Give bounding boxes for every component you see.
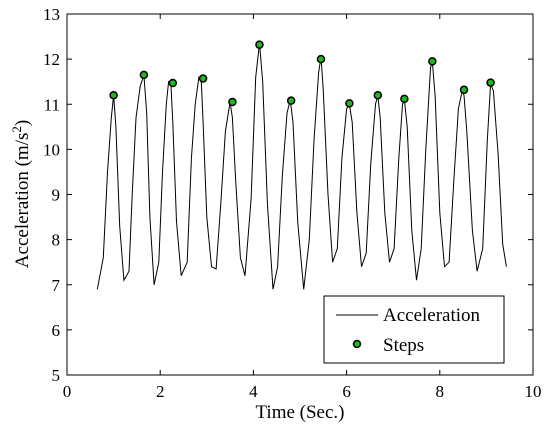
x-tick-label: 0: [63, 382, 72, 401]
step-marker: [345, 99, 354, 108]
y-axis-title-main: Acceleration (m/s: [12, 133, 33, 269]
y-tick-label: 13: [43, 5, 60, 24]
series-line-acceleration: [96, 43, 507, 290]
step-marker: [428, 57, 437, 66]
y-tick-label: 5: [52, 366, 61, 385]
legend: Acceleration Steps: [323, 295, 505, 364]
step-marker: [400, 94, 409, 104]
y-tick-label: 12: [43, 50, 60, 69]
step-marker: [198, 74, 208, 83]
legend-label-acceleration: Acceleration: [383, 305, 481, 326]
step-marker: [255, 40, 264, 49]
x-tick-label: 8: [436, 382, 445, 401]
y-tick-label: 10: [43, 140, 60, 159]
step-marker: [139, 70, 149, 80]
step-marker: [373, 90, 383, 100]
step-marker: [486, 78, 495, 87]
y-tick-label: 11: [44, 95, 60, 114]
y-tick-label: 9: [52, 186, 61, 205]
y-axis-title: Acceleration (m/s2): [9, 120, 33, 268]
x-tick-label: 6: [342, 382, 351, 401]
series-markers-steps: [109, 40, 495, 108]
legend-marker-swatch: [352, 339, 362, 349]
y-tick-label: 6: [52, 321, 61, 340]
y-axis-title-close: ): [12, 120, 33, 126]
step-marker: [109, 90, 118, 100]
y-axis: 5 6 7 8 9 10 11 12 13: [43, 5, 533, 385]
x-tick-label: 4: [249, 382, 258, 401]
x-tick-label: 2: [156, 382, 165, 401]
step-marker: [459, 85, 469, 95]
step-marker: [286, 96, 296, 105]
legend-label-steps: Steps: [383, 335, 424, 356]
legend-box: [323, 295, 505, 364]
y-tick-label: 8: [52, 231, 61, 250]
y-tick-label: 7: [52, 276, 61, 295]
x-axis-title: Time (Sec.): [255, 402, 344, 423]
step-marker: [168, 78, 178, 88]
step-marker: [228, 97, 237, 107]
x-tick-label: 10: [525, 382, 542, 401]
step-marker: [316, 54, 326, 64]
y-axis-title-superscript: 2: [9, 126, 24, 133]
x-axis: 0 2 4 6 8 10: [63, 14, 542, 401]
